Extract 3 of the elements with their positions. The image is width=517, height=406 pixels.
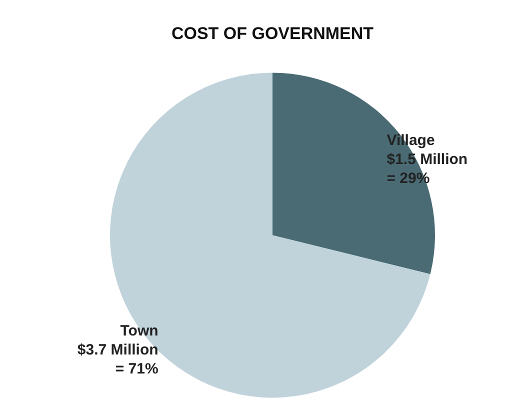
slice-label: Town xyxy=(120,322,158,340)
data-label: $3.7 Million = 71% xyxy=(77,341,158,378)
chart-title: COST OF GOVERNMENT xyxy=(171,24,374,43)
